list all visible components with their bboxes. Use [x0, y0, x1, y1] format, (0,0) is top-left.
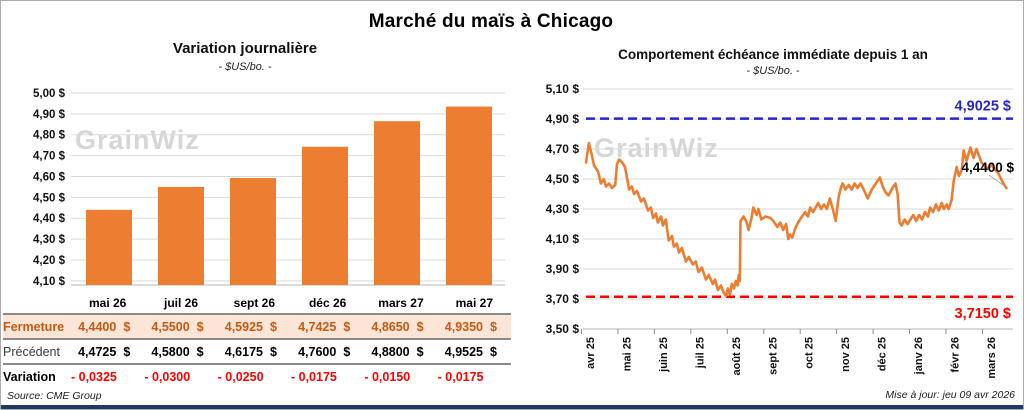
bar-sept 26: [230, 178, 276, 285]
x-axis-label: sept 25: [767, 337, 779, 375]
last-price-label: 4,4400 $: [961, 160, 1014, 175]
cell-variation: - 0,0175: [437, 369, 484, 384]
right-chart-subtitle: - $US/bo. -: [746, 65, 800, 77]
y-axis-label: 4,20 $: [33, 255, 66, 267]
y-axis-label: 4,60 $: [33, 171, 66, 183]
x-axis-label: févr 26: [950, 337, 962, 372]
bar-déc 26: [302, 146, 348, 285]
col-header-mai-26: mai 26: [88, 295, 127, 310]
x-axis-label: mai 25: [621, 337, 633, 371]
cell-fermeture: 4,5925 $: [224, 319, 277, 334]
max-reference-line-label: 4,9025 $: [955, 99, 1011, 115]
cell-variation: - 0,0175: [290, 369, 337, 384]
bar-mars 27: [374, 121, 420, 285]
cell-variation: - 0,0250: [217, 369, 264, 384]
futures-table-header: mai 26 juil 26 sept 26 déc 26 mars 27 mai 27: [3, 292, 511, 314]
cell-precedent: 4,8800 $: [371, 344, 424, 359]
y-axis-label: 4,40 $: [33, 213, 66, 225]
y-axis-label: 4,30 $: [33, 234, 66, 246]
x-axis-label: avr 25: [585, 337, 597, 369]
y-axis-label: 4,10 $: [546, 232, 580, 246]
right-chart-title: Comportement échéance immédiate depuis 1…: [618, 47, 928, 62]
price-line: [584, 141, 1008, 298]
cell-fermeture: 4,5500 $: [151, 319, 204, 334]
cell-precedent: 4,4725 $: [78, 344, 131, 359]
y-axis-label: 4,50 $: [33, 192, 66, 204]
y-axis-label: 3,70 $: [546, 292, 580, 306]
col-header-mars-27: mars 27: [378, 295, 424, 310]
x-axis-label: juin 25: [658, 337, 670, 373]
x-axis-label: août 25: [731, 337, 743, 376]
x-axis-label: déc 25: [877, 337, 889, 371]
x-axis-label: oct 25: [804, 337, 816, 369]
cell-variation: - 0,0300: [144, 369, 191, 384]
col-header-sept-26: sept 26: [233, 295, 275, 310]
y-axis-label: 4,10 $: [33, 276, 66, 288]
bottom-accent-bar: [1, 405, 1023, 409]
y-axis-label: 4,70 $: [33, 151, 66, 163]
daily-variation-bar-chart: GrainWiz 4,10 $ 4,20 $ 4,30 $ 4,40 $ 4,50 $ 4,…: [33, 88, 505, 288]
x-axis-label: mars 26: [986, 337, 998, 379]
futures-table: mai 26 juil 26 sept 26 déc 26 mars 27 mai 27 …: [3, 292, 511, 388]
y-axis-label: 4,80 $: [33, 130, 66, 142]
watermark: GrainWiz: [75, 125, 200, 155]
bar-juil 26: [158, 186, 204, 285]
cell-precedent: 4,9525 $: [444, 344, 497, 359]
cell-variation: - 0,0325: [71, 369, 117, 384]
cell-fermeture: 4,9350 $: [444, 319, 497, 334]
y-axis-label: 4,30 $: [546, 202, 580, 216]
cell-fermeture: 4,4400 $: [78, 319, 131, 334]
y-axis-label: 4,70 $: [546, 142, 580, 156]
left-chart-subtitle: - $US/bo. -: [218, 61, 272, 73]
bar-mai 27: [446, 106, 492, 285]
y-axis-label: 3,90 $: [546, 262, 580, 276]
bar-mai 26: [86, 209, 132, 285]
left-chart-title: Variation journalière: [172, 40, 318, 57]
futures-table-body: Fermeture 4,4400 $ 4,5500 $ 4,5925 $ 4,7425 $ 4,8…: [3, 314, 511, 388]
annotation-leader-line: [988, 174, 1005, 187]
y-axis-label: 5,10 $: [546, 82, 580, 96]
front-month-line-chart: GrainWiz 3,50 $ 3,70 $ 3,90 $ 4,10 $ 4,30 $ 4,…: [546, 82, 1015, 379]
cell-precedent: 4,5800 $: [151, 344, 204, 359]
update-note: Mise à jour: jeu 09 avr 2026: [885, 389, 1015, 401]
row-label-precedent: Précédent: [3, 344, 60, 359]
page-title: Marché du maïs à Chicago: [368, 11, 614, 32]
y-axis-label: 4,50 $: [546, 172, 580, 186]
col-header-mai-27: mai 27: [455, 295, 493, 310]
y-axis-label: 4,90 $: [546, 112, 580, 126]
cell-precedent: 4,6175 $: [224, 344, 277, 359]
min-reference-line-label: 3,7150 $: [955, 306, 1011, 322]
table-corner-cell: [3, 292, 71, 314]
cell-fermeture: 4,7425 $: [298, 319, 351, 334]
y-axis-label: 3,50 $: [546, 322, 580, 336]
col-header-juil-26: juil 26: [163, 295, 198, 310]
cell-precedent: 4,7600 $: [298, 344, 351, 359]
watermark: GrainWiz: [594, 133, 719, 163]
cell-variation: - 0,0150: [364, 369, 411, 384]
y-axis-label: 5,00 $: [33, 88, 66, 100]
table-row-fermeture: Fermeture 4,4400 $ 4,5500 $ 4,5925 $ 4,7425 $ 4,8…: [3, 314, 511, 339]
x-axis-label: nov 25: [840, 337, 852, 372]
y-axis-label: 4,90 $: [33, 109, 66, 121]
x-axis-label: juil 25: [694, 337, 706, 369]
x-axis-label: janv 26: [913, 337, 925, 375]
col-header-déc-26: déc 26: [308, 295, 347, 310]
row-label-fermeture: Fermeture: [3, 319, 65, 334]
row-label-variation: Variation: [3, 369, 56, 384]
table-row-variation: Variation - 0,0325 - 0,0300 - 0,0250 - 0,017…: [3, 364, 511, 388]
cell-fermeture: 4,8650 $: [371, 319, 424, 334]
source-note: Source: CME Group: [7, 390, 102, 402]
table-row-precedent: Précédent 4,4725 $ 4,5800 $ 4,6175 $ 4,7600 $ 4,8…: [3, 339, 511, 364]
